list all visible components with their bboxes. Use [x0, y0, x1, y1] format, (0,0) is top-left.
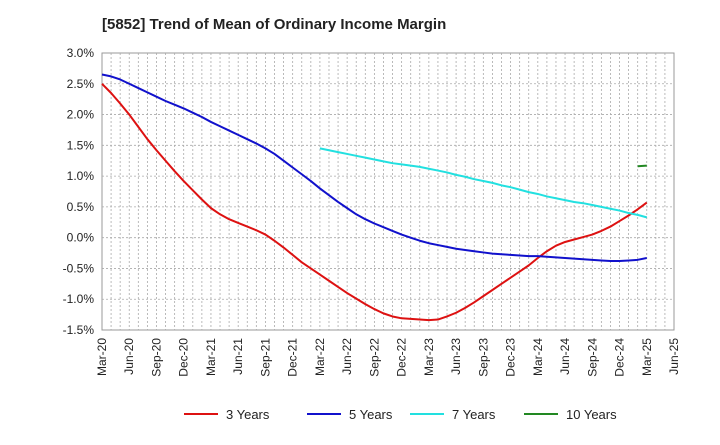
y-tick-label: 2.5% [67, 77, 95, 91]
x-tick-label: Jun-25 [667, 338, 681, 375]
x-tick-label: Mar-22 [313, 338, 327, 376]
y-tick-label: 0.5% [67, 200, 95, 214]
series-line-7-years [319, 147, 648, 219]
axes: 3.0% 2.5% 2.0% 1.5% 1.0% 0.5% 0.0% -0.5% -1.0% -1… [63, 46, 681, 377]
x-tick-label: Mar-23 [422, 338, 436, 376]
x-tick-label: Mar-20 [95, 338, 109, 376]
x-tick-label: Sep-22 [367, 338, 381, 377]
y-tick-label: -1.5% [63, 323, 95, 337]
x-tick-label: Dec-23 [504, 338, 518, 377]
y-tick-label: 0.0% [67, 231, 95, 245]
x-tick-label: Jun-24 [558, 338, 572, 375]
x-tick-label: Jun-22 [340, 338, 354, 375]
x-tick-label: Sep-24 [585, 338, 599, 377]
y-tick-label: 2.0% [67, 108, 95, 122]
x-tick-label: Dec-21 [286, 338, 300, 377]
x-tick-label: Sep-21 [258, 338, 272, 377]
y-tick-label: 3.0% [67, 46, 95, 60]
y-tick-label: 1.0% [67, 169, 95, 183]
x-tick-label: Mar-21 [204, 338, 218, 376]
series-line-10-years [637, 164, 647, 168]
x-tick-label: Dec-24 [613, 338, 627, 377]
y-tick-label: -1.0% [63, 292, 95, 306]
series-line-3-years [101, 83, 648, 322]
x-tick-label: Mar-24 [531, 338, 545, 376]
legend: 3 Years 5 Years 7 Years 10 Years [184, 407, 617, 422]
x-tick-label: Jun-23 [449, 338, 463, 375]
x-tick-label: Dec-22 [395, 338, 409, 377]
y-tick-label: 1.5% [67, 138, 95, 152]
x-tick-label: Sep-23 [476, 338, 490, 377]
x-tick-label: Jun-21 [231, 338, 245, 375]
legend-label: 5 Years [349, 407, 393, 422]
legend-label: 10 Years [566, 407, 617, 422]
x-tick-label: Dec-20 [177, 338, 191, 377]
x-tick-label: Mar-25 [640, 338, 654, 376]
y-tick-label: -0.5% [63, 261, 95, 275]
x-tick-label: Jun-20 [122, 338, 136, 375]
plot-frame [101, 52, 675, 331]
legend-label: 3 Years [226, 407, 270, 422]
grid [101, 52, 675, 331]
series-lines [101, 73, 648, 322]
x-tick-label: Sep-20 [149, 338, 163, 377]
legend-label: 7 Years [452, 407, 496, 422]
chart-title: [5852] Trend of Mean of Ordinary Income … [102, 16, 447, 33]
series-line-5-years [101, 73, 647, 263]
